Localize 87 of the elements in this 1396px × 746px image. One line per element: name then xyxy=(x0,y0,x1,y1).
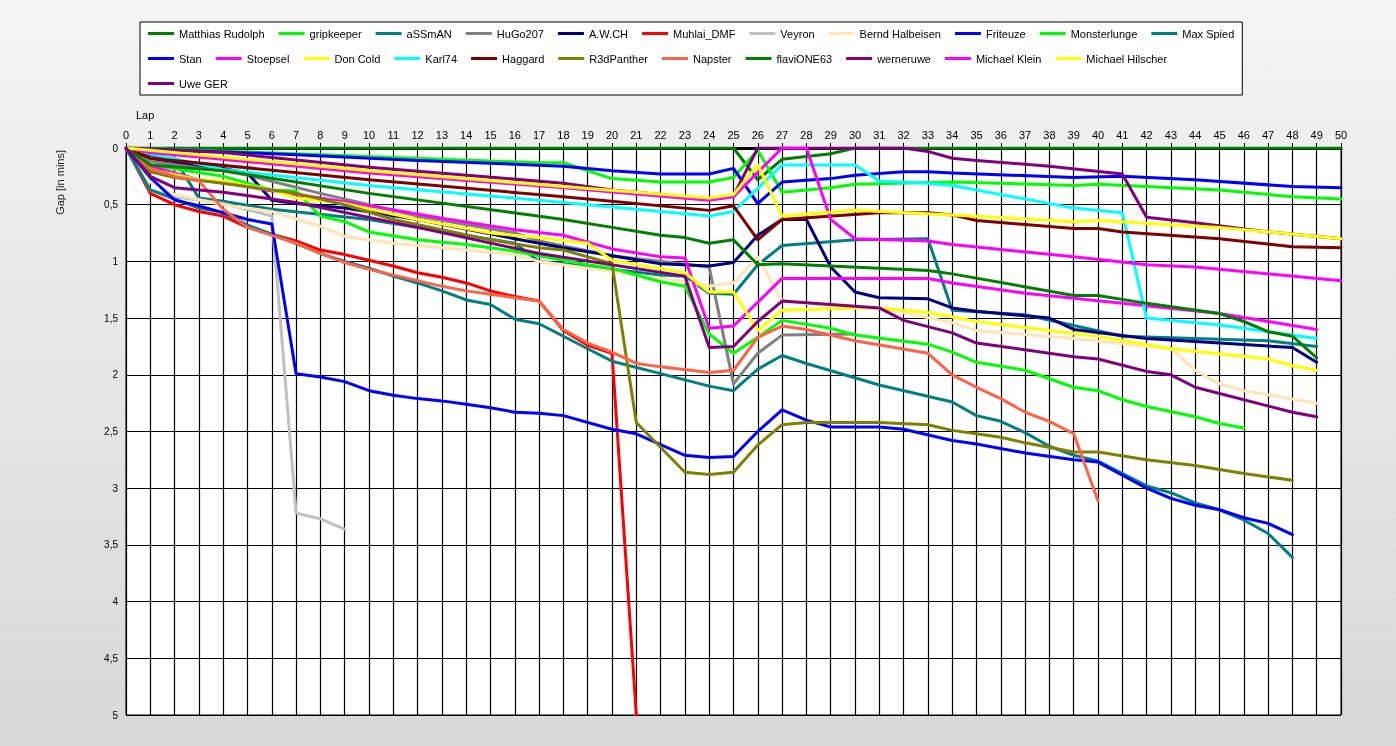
x-tick-label: 1 xyxy=(147,128,154,141)
x-tick-label: 18 xyxy=(557,128,570,141)
x-tick-label: 3 xyxy=(195,128,202,141)
legend-label: flaviONE63 xyxy=(776,52,833,65)
x-tick-label: 46 xyxy=(1237,128,1250,141)
x-tick-label: 7 xyxy=(293,128,300,141)
legend-label: Monsterlunge xyxy=(1070,27,1138,40)
x-tick-label: 6 xyxy=(268,128,275,141)
x-tick-label: 45 xyxy=(1213,128,1226,141)
y-tick-label: 4 xyxy=(112,596,119,608)
x-tick-label: 19 xyxy=(581,128,594,141)
x-tick-label: 10 xyxy=(362,128,376,141)
legend-label: Veyron xyxy=(780,27,815,40)
x-tick-label: 28 xyxy=(800,128,813,141)
x-tick-label: 0 xyxy=(122,128,130,141)
x-tick-label: 30 xyxy=(848,128,862,141)
x-tick-label: 27 xyxy=(775,128,789,141)
y-tick-label: 0 xyxy=(112,142,119,154)
legend-label: Bernd Halbeisen xyxy=(859,27,941,40)
legend-label: Matthias Rudolph xyxy=(179,27,265,40)
x-tick-label: 11 xyxy=(387,128,400,141)
legend-label: Muhlai_DMF xyxy=(673,27,736,40)
x-tick-label: 9 xyxy=(341,128,348,141)
x-tick-label: 13 xyxy=(435,128,449,141)
y-tick-label: 2,5 xyxy=(104,426,119,437)
x-tick-label: 32 xyxy=(897,128,910,141)
legend-label: Haggard xyxy=(502,52,545,65)
legend-label: Napster xyxy=(692,52,732,65)
x-tick-label: 49 xyxy=(1310,128,1323,141)
legend-label: Michael Hilscher xyxy=(1086,52,1168,65)
x-tick-label: 23 xyxy=(678,128,692,141)
x-tick-label: 22 xyxy=(654,128,667,141)
legend-label: gripkeeper xyxy=(309,27,362,40)
x-tick-label: 40 xyxy=(1091,128,1105,141)
x-tick-label: 17 xyxy=(532,128,546,141)
x-tick-label: 20 xyxy=(605,128,619,141)
x-tick-label: 12 xyxy=(411,128,424,141)
x-tick-label: 37 xyxy=(1018,128,1032,141)
y-tick-label: 5 xyxy=(112,709,119,721)
x-tick-label: 43 xyxy=(1164,128,1178,141)
y-tick-label: 3 xyxy=(112,482,119,494)
x-tick-label: 47 xyxy=(1261,128,1275,141)
x-tick-label: 34 xyxy=(946,128,959,141)
x-tick-label: 35 xyxy=(970,128,983,141)
x-tick-label: 8 xyxy=(317,128,324,141)
x-tick-label: 2 xyxy=(171,128,178,141)
legend-label: Max Spied xyxy=(1182,27,1235,40)
x-tick-label: 29 xyxy=(824,128,837,141)
y-tick-label: 4,5 xyxy=(104,652,119,664)
x-tick-label: 24 xyxy=(703,128,716,141)
x-tick-label: 33 xyxy=(921,128,935,141)
x-tick-label: 31 xyxy=(873,128,886,141)
legend-label: Stan xyxy=(179,52,202,65)
x-tick-label: 5 xyxy=(244,128,251,141)
legend-label: A.W.CH xyxy=(588,27,629,40)
x-tick-label: 38 xyxy=(1043,128,1056,141)
legend-label: R3dPanther xyxy=(589,52,649,65)
x-tick-label: 15 xyxy=(484,128,497,141)
x-tick-label: 14 xyxy=(460,128,473,141)
legend-label: Don Cold xyxy=(334,52,381,65)
x-tick-label: 42 xyxy=(1140,128,1153,141)
legend-label: Karl74 xyxy=(425,52,458,65)
y-tick-label: 2 xyxy=(112,369,119,381)
x-tick-label: 4 xyxy=(220,128,227,141)
y-tick-label: 0,5 xyxy=(104,199,119,211)
y-tick-label: 1 xyxy=(112,255,119,267)
legend-label: aSSmAN xyxy=(406,27,452,40)
y-axis-title: Gap [in mins] xyxy=(53,149,66,215)
x-axis-title: Lap xyxy=(136,108,155,121)
legend-label: werneruwe xyxy=(876,52,931,65)
legend-label: Uwe GER xyxy=(179,77,228,90)
x-tick-label: 39 xyxy=(1067,128,1080,141)
legend-label: Michael Klein xyxy=(975,52,1042,65)
y-tick-label: 3,5 xyxy=(104,539,119,551)
x-tick-label: 36 xyxy=(994,128,1007,141)
x-tick-label: 26 xyxy=(751,128,764,141)
x-tick-label: 48 xyxy=(1286,128,1299,141)
legend-label: Stoepsel xyxy=(246,52,290,65)
y-tick-label: 1,5 xyxy=(104,312,119,324)
x-tick-label: 25 xyxy=(727,128,740,141)
x-tick-label: 16 xyxy=(508,128,521,141)
x-tick-label: 21 xyxy=(630,128,643,141)
legend-label: HuGo207 xyxy=(496,27,544,40)
x-tick-label: 41 xyxy=(1116,128,1129,141)
x-tick-label: 44 xyxy=(1189,128,1202,141)
legend-label: Friteuze xyxy=(985,27,1026,40)
x-tick-label: 50 xyxy=(1334,128,1348,141)
